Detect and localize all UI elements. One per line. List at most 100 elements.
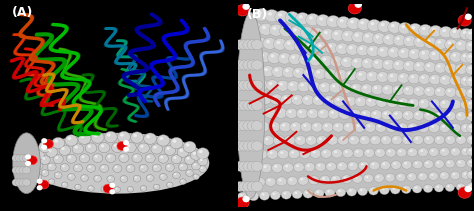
Circle shape <box>268 179 271 182</box>
Circle shape <box>341 30 355 42</box>
Circle shape <box>315 162 326 171</box>
Circle shape <box>251 193 254 196</box>
Circle shape <box>128 166 130 168</box>
Circle shape <box>146 174 154 181</box>
Circle shape <box>331 149 342 158</box>
Circle shape <box>299 54 312 65</box>
Circle shape <box>248 192 259 201</box>
Circle shape <box>100 144 104 147</box>
Circle shape <box>376 72 389 82</box>
Circle shape <box>458 137 461 140</box>
Circle shape <box>334 96 346 106</box>
Circle shape <box>338 109 350 119</box>
Circle shape <box>381 135 392 145</box>
Circle shape <box>255 138 258 141</box>
Circle shape <box>405 137 408 140</box>
Circle shape <box>439 123 450 133</box>
Circle shape <box>355 96 367 107</box>
Circle shape <box>439 26 453 38</box>
Circle shape <box>322 177 325 180</box>
Circle shape <box>347 188 356 196</box>
Circle shape <box>361 84 373 94</box>
Circle shape <box>265 138 268 140</box>
Circle shape <box>408 73 420 84</box>
Circle shape <box>55 139 58 143</box>
Circle shape <box>465 53 474 63</box>
Circle shape <box>128 187 130 189</box>
Circle shape <box>293 28 297 32</box>
Circle shape <box>434 184 444 192</box>
Circle shape <box>372 58 384 69</box>
Circle shape <box>377 150 380 153</box>
Circle shape <box>299 149 310 158</box>
Circle shape <box>309 176 319 185</box>
Circle shape <box>316 191 319 193</box>
Circle shape <box>306 14 320 26</box>
Circle shape <box>345 150 348 153</box>
Circle shape <box>351 137 354 140</box>
Circle shape <box>356 70 368 81</box>
Circle shape <box>264 9 279 22</box>
Circle shape <box>415 187 417 189</box>
Circle shape <box>340 19 344 22</box>
Circle shape <box>198 157 208 166</box>
Circle shape <box>453 173 455 175</box>
Circle shape <box>429 50 442 61</box>
Circle shape <box>247 181 259 192</box>
Circle shape <box>428 147 439 157</box>
Circle shape <box>345 33 348 36</box>
Circle shape <box>464 173 466 175</box>
Circle shape <box>374 174 384 182</box>
Circle shape <box>199 150 203 153</box>
Circle shape <box>316 15 330 27</box>
Circle shape <box>461 147 471 156</box>
Circle shape <box>466 112 474 121</box>
Circle shape <box>252 95 255 99</box>
Circle shape <box>266 40 270 43</box>
Circle shape <box>279 122 291 132</box>
Circle shape <box>16 167 24 174</box>
Circle shape <box>355 34 359 37</box>
Circle shape <box>74 146 78 149</box>
Circle shape <box>405 112 408 115</box>
Circle shape <box>434 135 445 145</box>
Circle shape <box>438 41 441 44</box>
Circle shape <box>146 135 150 138</box>
Circle shape <box>148 176 150 178</box>
Circle shape <box>246 110 249 112</box>
Circle shape <box>424 37 437 49</box>
Circle shape <box>50 180 52 181</box>
Circle shape <box>424 135 434 145</box>
Circle shape <box>43 171 45 173</box>
Circle shape <box>56 173 58 175</box>
Circle shape <box>347 18 361 30</box>
Circle shape <box>373 137 375 140</box>
Circle shape <box>180 149 183 152</box>
Circle shape <box>236 197 249 208</box>
Circle shape <box>36 185 43 190</box>
Circle shape <box>460 52 473 63</box>
Circle shape <box>247 100 259 111</box>
Polygon shape <box>243 14 472 197</box>
Circle shape <box>248 22 263 34</box>
Circle shape <box>297 42 301 46</box>
Circle shape <box>269 24 283 36</box>
Circle shape <box>123 147 129 152</box>
Circle shape <box>279 179 282 181</box>
Circle shape <box>109 189 115 194</box>
Circle shape <box>289 149 300 159</box>
Circle shape <box>349 189 352 192</box>
Circle shape <box>249 93 262 104</box>
Circle shape <box>264 108 276 118</box>
Circle shape <box>303 29 307 32</box>
Circle shape <box>243 60 255 70</box>
Circle shape <box>251 100 263 111</box>
Circle shape <box>254 67 257 70</box>
Circle shape <box>47 163 56 171</box>
Circle shape <box>173 156 176 159</box>
Circle shape <box>323 58 326 61</box>
Circle shape <box>463 102 466 104</box>
Circle shape <box>355 1 362 8</box>
Circle shape <box>424 62 436 73</box>
Circle shape <box>385 61 389 65</box>
